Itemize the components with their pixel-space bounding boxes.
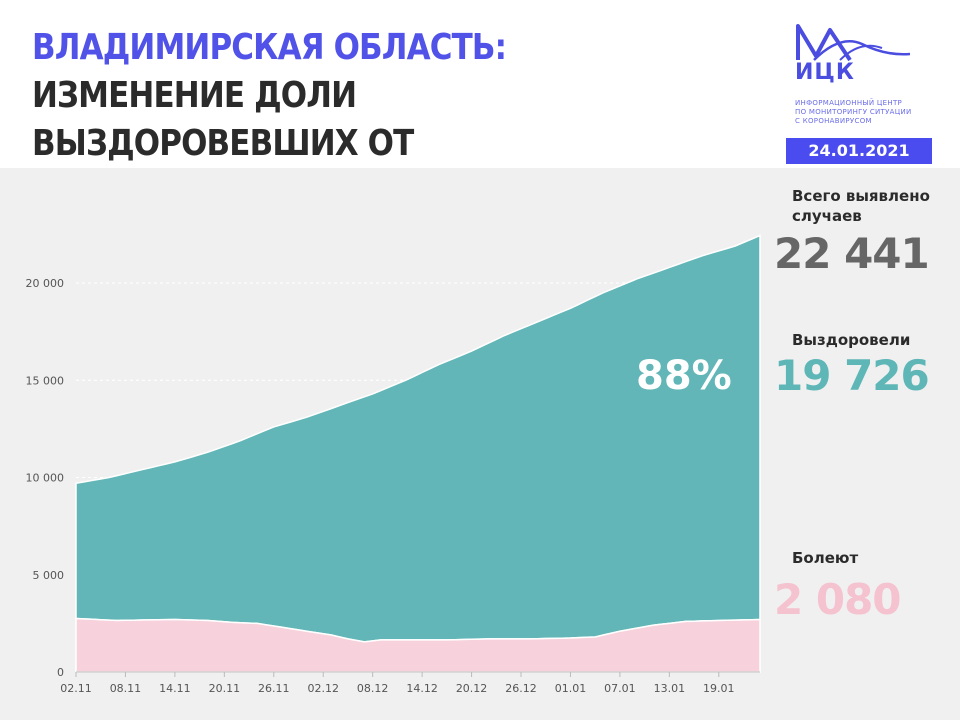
date-badge: 24.01.2021: [786, 138, 932, 164]
y-tick-label: 10 000: [26, 472, 65, 485]
x-tick-label: 20.12: [456, 682, 488, 695]
logo-subtitle-line: ИНФОРМАЦИОННЫЙ ЦЕНТР: [795, 99, 903, 107]
x-tick-label: 26.11: [258, 682, 290, 695]
x-tick-label: 20.11: [209, 682, 241, 695]
sick-area: [75, 617, 761, 673]
x-tick-label: 02.11: [60, 682, 92, 695]
x-tick-label: 02.12: [307, 682, 339, 695]
axis-layer: 0 5 000 10 000 15 000 20 000 02.11 08.11 14.11 2…: [26, 277, 760, 695]
x-tick-label: 14.11: [159, 682, 191, 695]
x-tick-label: 08.12: [357, 682, 389, 695]
x-tick-label: 19.01: [703, 682, 735, 695]
sick-label: Болеют: [792, 549, 859, 567]
x-tick-label: 08.11: [110, 682, 142, 695]
logo-icon: [796, 24, 911, 62]
y-tick-label: 20 000: [26, 277, 65, 290]
total-value: 22 441: [774, 229, 930, 278]
recovered-area: [75, 234, 761, 643]
x-tick-label: 26.12: [505, 682, 537, 695]
y-tick-label: 5 000: [33, 569, 65, 582]
total-label: Всего выявлено случаев: [792, 187, 930, 225]
logo: ИЦК ИНФОРМАЦИОННЫЙ ЦЕНТР ПО МОНИТОРИНГУ …: [790, 20, 940, 140]
x-tick-label: 13.01: [654, 682, 686, 695]
title-region: ВЛАДИМИРСКАЯ ОБЛАСТЬ:: [32, 27, 507, 68]
logo-subtitle-line: С КОРОНАВИРУСОМ: [795, 117, 872, 125]
x-tick-label: 01.01: [555, 682, 587, 695]
y-tick-label: 0: [57, 666, 64, 679]
recovered-share-label: 88%: [636, 353, 732, 399]
x-tick-label: 14.12: [406, 682, 438, 695]
area-layer: [75, 234, 761, 673]
recovered-label: Выздоровели: [792, 331, 911, 349]
x-tick-label: 07.01: [604, 682, 636, 695]
recovered-value: 19 726: [774, 351, 930, 400]
logo-name: ИЦК: [795, 60, 855, 85]
y-tick-label: 15 000: [26, 374, 65, 387]
logo-subtitle-line: ПО МОНИТОРИНГУ СИТУАЦИИ: [795, 108, 912, 116]
sick-value: 2 080: [774, 575, 902, 624]
logo-subtitle: ИНФОРМАЦИОННЫЙ ЦЕНТР ПО МОНИТОРИНГУ СИТУ…: [795, 99, 945, 126]
